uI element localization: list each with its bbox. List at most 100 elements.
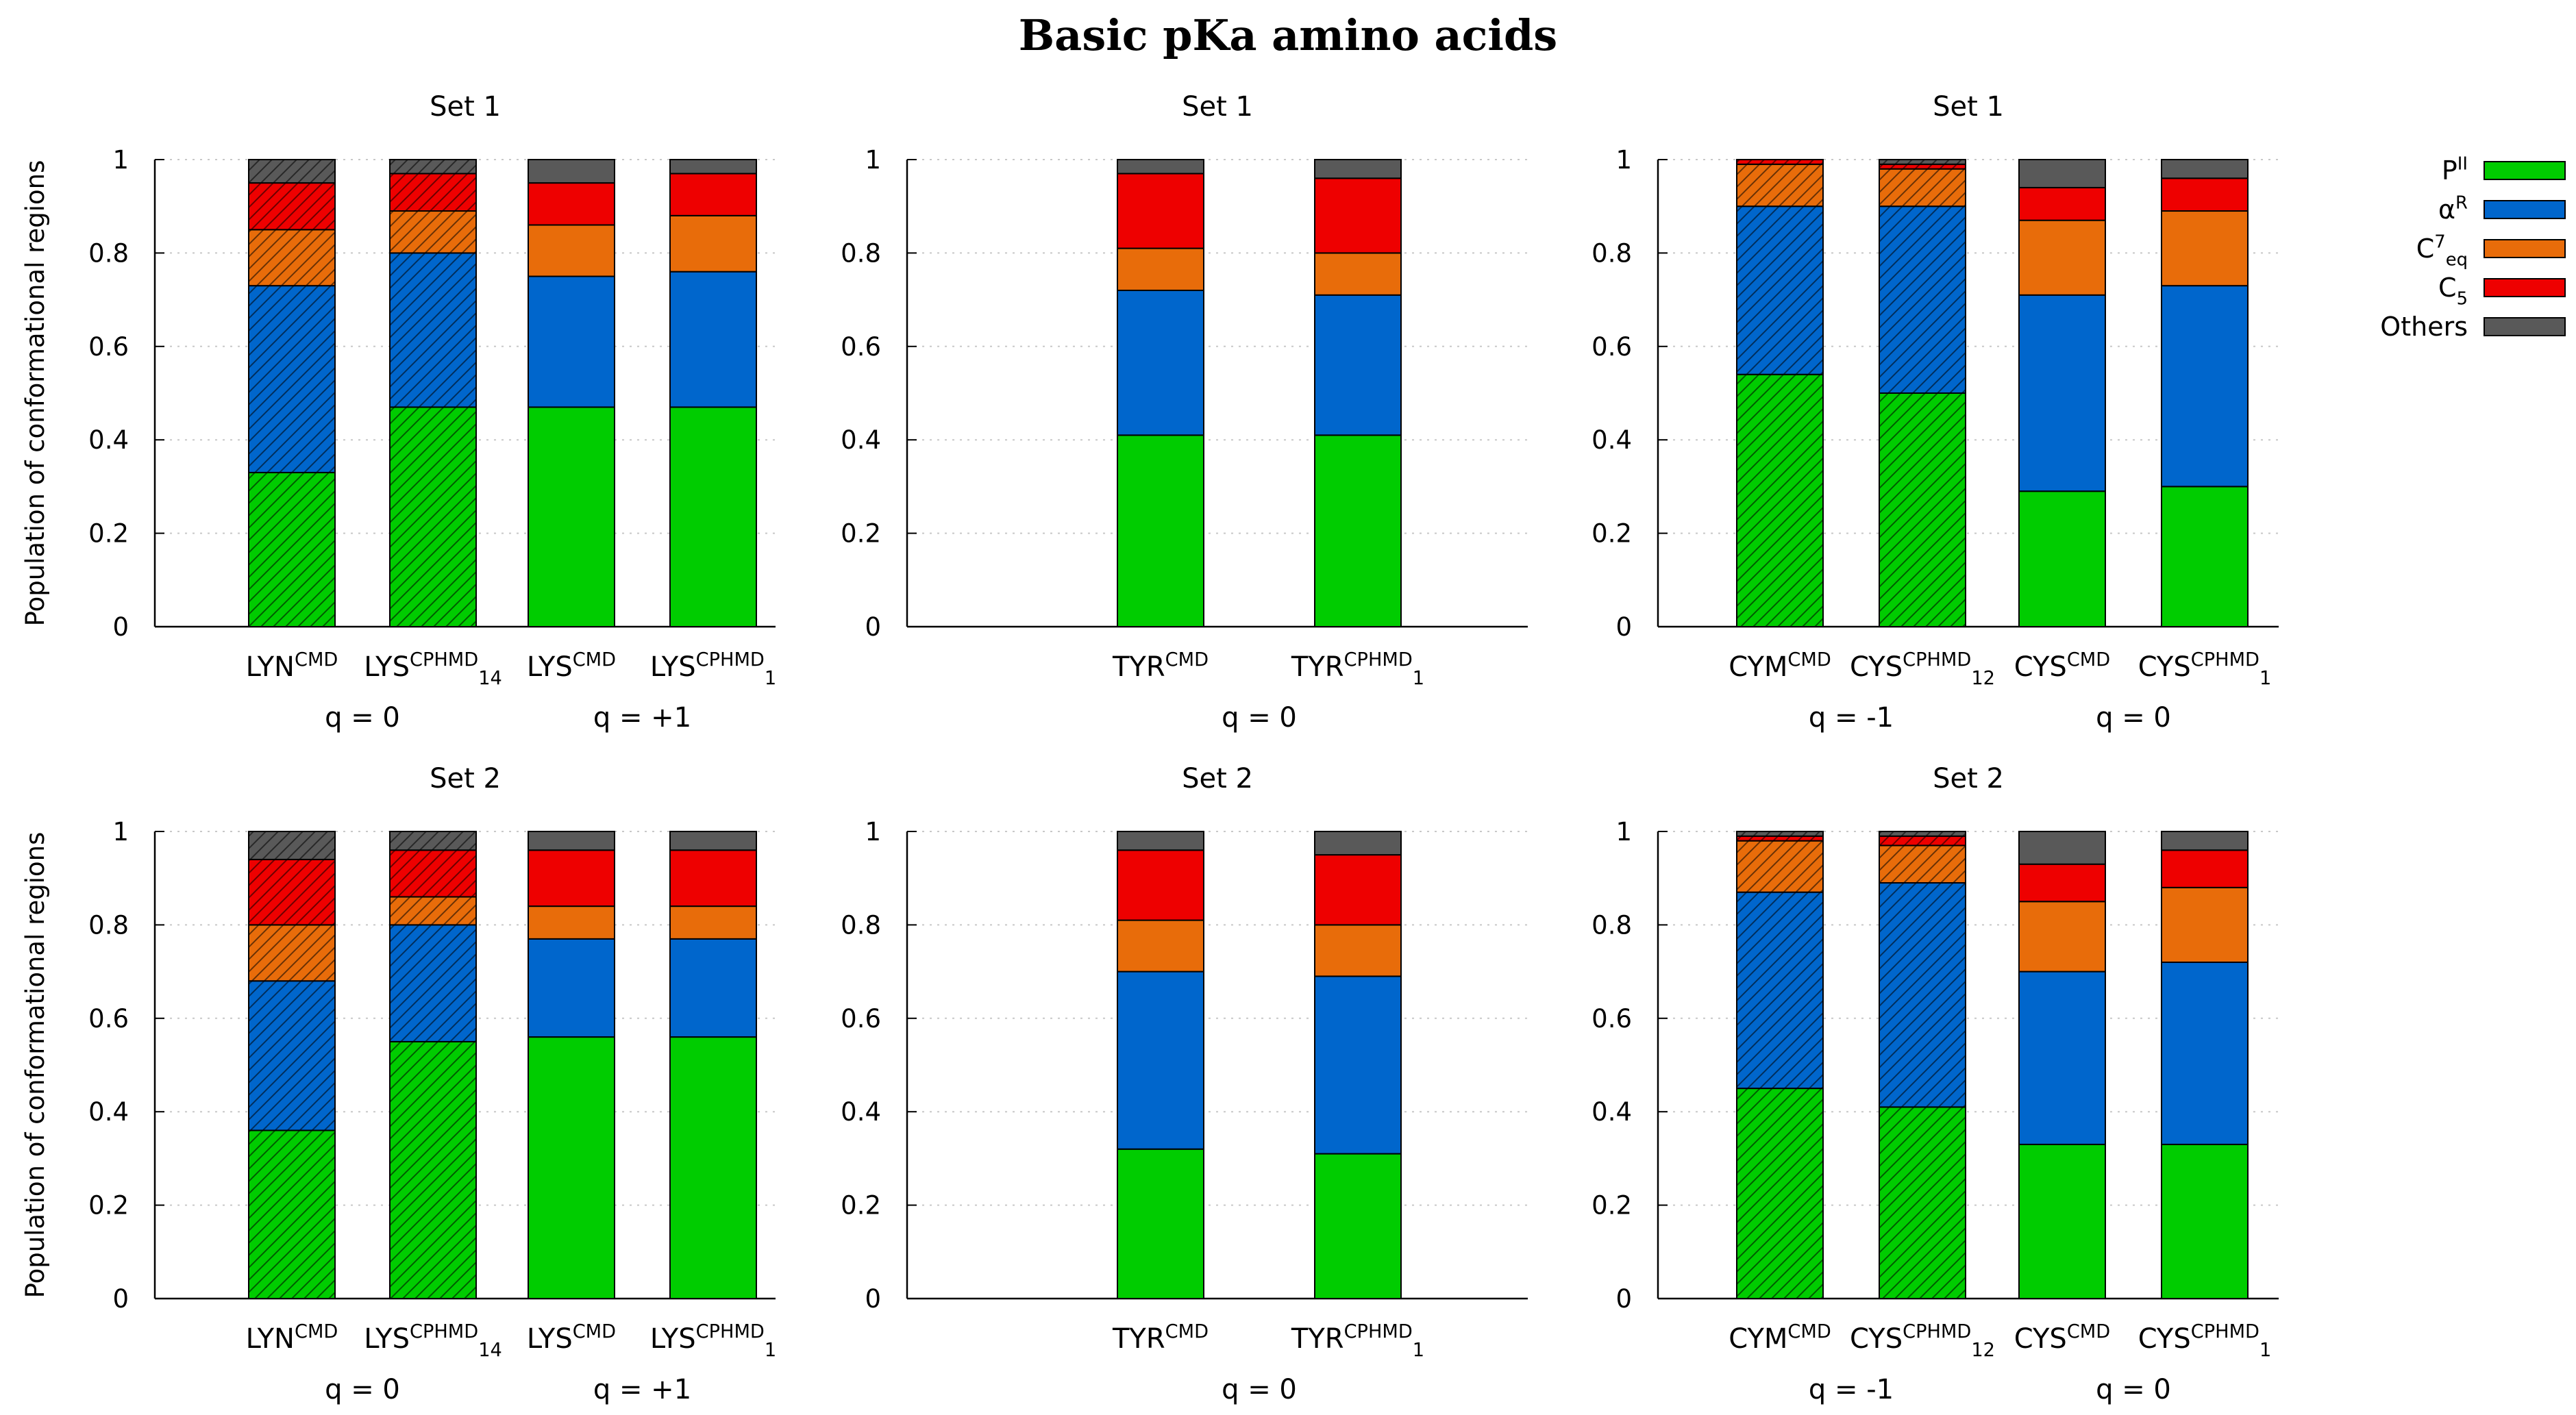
bar-hatch-Others <box>390 160 476 174</box>
bar-segment-PII <box>669 406 757 628</box>
x-category-label-base: LYS <box>650 651 696 683</box>
bar-hatch-C7eq <box>249 229 335 286</box>
x-category-label-base: LYS <box>364 1323 410 1355</box>
legend-item-aR: αR <box>2438 193 2566 225</box>
stacked-bar <box>669 831 757 1299</box>
bar-segment-Others <box>1117 159 1204 175</box>
bar-hatch-aR <box>1879 206 1966 393</box>
y-tick-label: 0.4 <box>88 1097 129 1127</box>
x-category-label-sup: CPHMD <box>1344 649 1413 671</box>
bar-segment-PII <box>669 1036 757 1299</box>
y-axis-label: Population of conformational regions <box>21 160 50 627</box>
bar-hatch-C7eq <box>249 925 335 981</box>
bar-hatch-Others <box>249 831 335 860</box>
stacked-bar <box>2161 159 2249 628</box>
bar-hatch-aR <box>1737 892 1823 1089</box>
legend-label-base: C <box>2416 234 2435 264</box>
bar-segment-aR <box>2161 961 2249 1145</box>
legend-item-Others: Others <box>2380 312 2566 342</box>
y-tick-label: 0.8 <box>841 910 881 940</box>
y-tick-label: 0.6 <box>841 332 881 362</box>
y-tick-label: 1 <box>865 817 881 847</box>
x-category-label-sub: 14 <box>478 668 502 689</box>
panel-title: Set 1 <box>430 91 501 123</box>
x-category-label-sup: CPHMD <box>1344 1321 1413 1342</box>
bar-segment-C5 <box>2161 849 2249 888</box>
y-tick-label: 0.8 <box>88 238 129 268</box>
bar-segment-C7eq <box>1117 919 1204 973</box>
group-label: q = 0 <box>2096 1374 2171 1405</box>
bar-segment-aR <box>669 938 757 1038</box>
bar-hatch-PII <box>390 1041 476 1299</box>
x-category-label-sup: CMD <box>1787 649 1831 671</box>
bar-hatch-aR <box>249 981 335 1131</box>
bar-segment-Others <box>1314 159 1402 179</box>
x-category-label-sup: CMD <box>1165 1321 1209 1342</box>
x-category-label-base: CYS <box>2014 1323 2067 1355</box>
stacked-bar <box>528 159 615 628</box>
x-category-label-sup: CMD <box>2067 1321 2110 1342</box>
stacked-bar <box>528 831 615 1299</box>
x-category-label: CYMCMD <box>1729 1321 1831 1355</box>
x-category-label-sup: CMD <box>295 1321 338 1342</box>
y-tick-label: 0.2 <box>841 519 881 549</box>
panel-title: Set 2 <box>1182 763 1253 794</box>
bar-segment-aR <box>2018 971 2106 1145</box>
bar-segment-C5 <box>1117 173 1204 249</box>
y-tick-label: 0.8 <box>841 238 881 268</box>
y-tick-label: 0.6 <box>88 332 129 362</box>
x-category-label-sup: CPHMD <box>1903 1321 1971 1342</box>
bar-segment-C5 <box>1314 177 1402 254</box>
x-category-label-base: LYS <box>527 1323 573 1355</box>
chart-panel-4: Set 2 0 0.2 0.4 0.6 0.8 1 Population of conform… <box>21 763 776 1405</box>
stacked-bar <box>1736 831 1824 1299</box>
bar-hatch-PII <box>390 407 476 627</box>
stacked-bar <box>669 159 757 628</box>
stacked-bar <box>389 831 477 1300</box>
x-category-label: TYRCPHMD1 <box>1291 1321 1424 1361</box>
bar-segment-aR <box>1314 975 1402 1155</box>
bar-hatch-Others <box>249 160 335 184</box>
legend-item-C7eq: C7eq <box>2416 232 2566 270</box>
legend-label-base: α <box>2438 195 2455 225</box>
y-tick-label: 0 <box>112 1284 129 1314</box>
x-category-label-sub: 14 <box>478 1340 502 1361</box>
bar-segment-PII <box>2018 1143 2106 1299</box>
x-category-label-base: TYR <box>1291 651 1344 683</box>
x-category-label-base: CYS <box>2138 651 2191 683</box>
x-category-label-sup: CMD <box>573 1321 616 1342</box>
bar-hatch-PII <box>249 472 335 627</box>
bar-hatch-C7eq <box>390 897 476 925</box>
legend-label-base: Others <box>2380 312 2468 342</box>
group-label: q = -1 <box>1809 702 1894 734</box>
bar-segment-PII <box>528 406 615 628</box>
x-category-label-base: LYN <box>246 651 295 683</box>
legend-label: C5 <box>2438 273 2468 309</box>
group-label: q = 0 <box>325 702 400 734</box>
x-category-label-sub: 1 <box>1413 668 1424 689</box>
y-tick-label: 0.4 <box>841 1097 881 1127</box>
bar-segment-C7eq <box>2161 210 2249 287</box>
legend-label-sub: 5 <box>2457 288 2468 309</box>
x-category-label: CYSCMD <box>2014 1321 2110 1355</box>
legend-label-sup: 7 <box>2434 232 2445 253</box>
bar-segment-aR <box>669 271 757 408</box>
y-tick-label: 0.6 <box>841 1004 881 1034</box>
y-tick-label: 0.2 <box>841 1191 881 1220</box>
stacked-bar <box>389 159 477 628</box>
x-category-label-sub: 1 <box>1413 1340 1424 1361</box>
group-label: q = 0 <box>1222 1374 1297 1405</box>
stacked-bar <box>1736 159 1824 627</box>
x-category-label: LYNCMD <box>246 1321 338 1355</box>
y-tick-label: 0.2 <box>1592 519 1632 549</box>
group-label: q = 0 <box>1222 702 1297 734</box>
bar-segment-C7eq <box>669 905 757 940</box>
x-category-label: TYRCPHMD1 <box>1291 649 1424 689</box>
y-tick-label: 0 <box>865 612 881 642</box>
bar-segment-aR <box>1314 294 1402 436</box>
bar-segment-C7eq <box>528 224 615 277</box>
y-tick-label: 1 <box>865 145 881 175</box>
group-label: q = 0 <box>325 1374 400 1405</box>
